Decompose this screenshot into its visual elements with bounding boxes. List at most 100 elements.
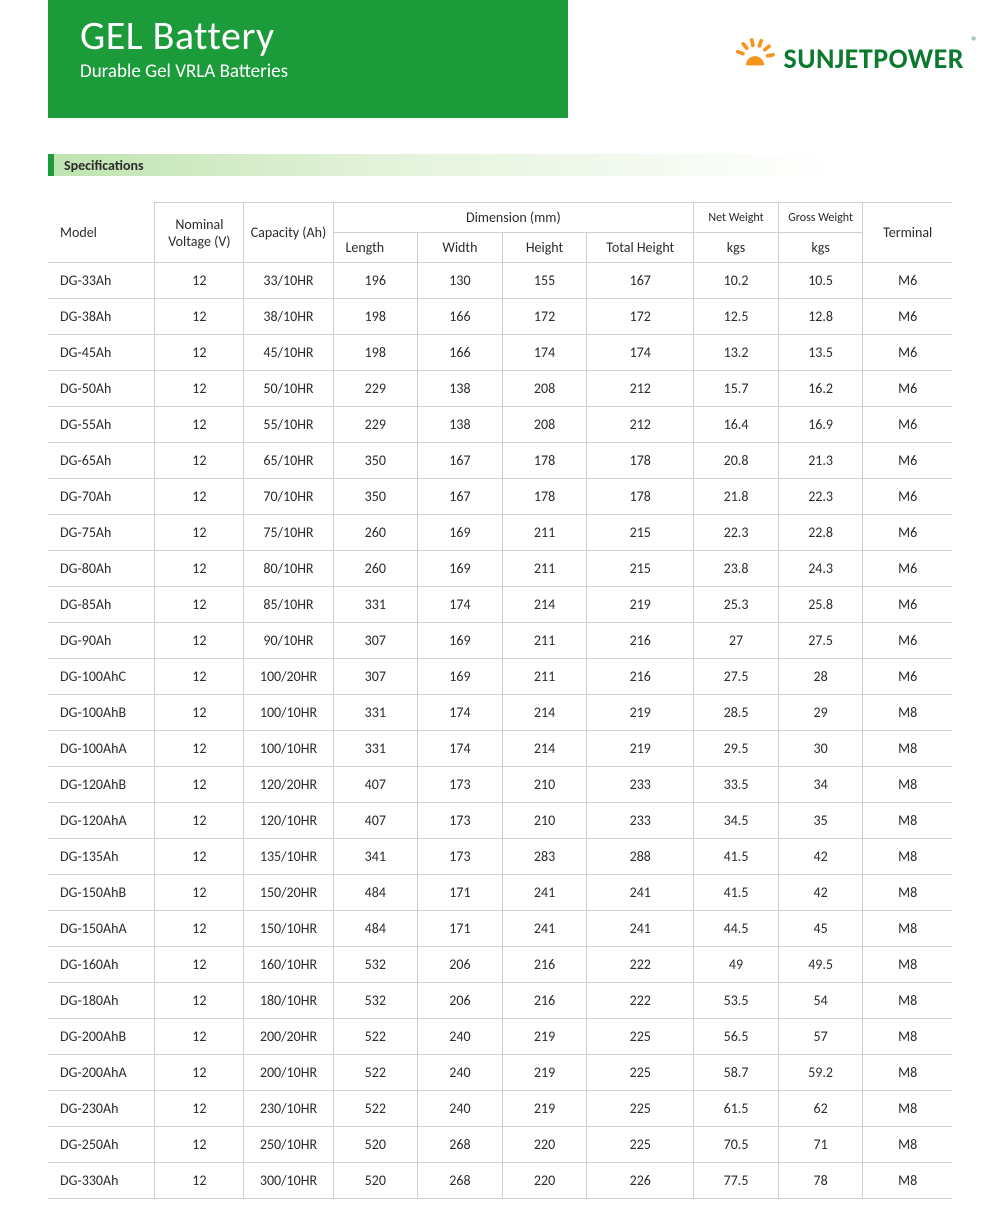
cell-gross-weight: 21.3 [778,443,863,479]
cell-capacity: 80/10HR [244,551,333,587]
cell-width: 268 [418,1163,503,1199]
cell-gross-weight: 29 [778,695,863,731]
cell-gross-weight: 16.2 [778,371,863,407]
col-gross-weight-unit: kgs [778,233,863,263]
cell-net-weight: 15.7 [694,371,779,407]
cell-width: 240 [418,1091,503,1127]
cell-capacity: 90/10HR [244,623,333,659]
cell-net-weight: 41.5 [694,875,779,911]
cell-capacity: 150/20HR [244,875,333,911]
cell-nominal-voltage: 12 [155,767,244,803]
cell-nominal-voltage: 12 [155,515,244,551]
cell-gross-weight: 35 [778,803,863,839]
cell-model: DG-160Ah [48,947,155,983]
cell-total-height: 288 [587,839,694,875]
cell-height: 283 [502,839,587,875]
cell-nominal-voltage: 12 [155,1055,244,1091]
cell-total-height: 167 [587,263,694,299]
cell-capacity: 300/10HR [244,1163,333,1199]
cell-width: 240 [418,1019,503,1055]
spec-table-wrap: Model Nominal Voltage (V) Capacity (Ah) … [48,202,952,1199]
table-row: DG-200AhB12200/20HR52224021922556.557M8 [48,1019,952,1055]
col-length: Length [333,233,418,263]
cell-width: 268 [418,1127,503,1163]
cell-gross-weight: 62 [778,1091,863,1127]
cell-gross-weight: 12.8 [778,299,863,335]
cell-length: 331 [333,695,418,731]
table-row: DG-33Ah1233/10HR19613015516710.210.5M6 [48,263,952,299]
cell-height: 208 [502,407,587,443]
cell-capacity: 200/20HR [244,1019,333,1055]
col-dimension-group: Dimension (mm) [333,203,694,233]
cell-total-height: 241 [587,875,694,911]
cell-gross-weight: 24.3 [778,551,863,587]
cell-total-height: 233 [587,767,694,803]
cell-length: 522 [333,1055,418,1091]
cell-terminal: M8 [863,983,952,1019]
cell-model: DG-55Ah [48,407,155,443]
cell-model: DG-250Ah [48,1127,155,1163]
cell-total-height: 172 [587,299,694,335]
cell-net-weight: 34.5 [694,803,779,839]
cell-height: 241 [502,875,587,911]
cell-height: 208 [502,371,587,407]
cell-total-height: 225 [587,1019,694,1055]
cell-capacity: 100/20HR [244,659,333,695]
cell-length: 307 [333,623,418,659]
section-header-row: Specifications [0,154,1000,176]
cell-gross-weight: 34 [778,767,863,803]
cell-nominal-voltage: 12 [155,1163,244,1199]
cell-height: 219 [502,1055,587,1091]
cell-terminal: M8 [863,803,952,839]
cell-total-height: 174 [587,335,694,371]
cell-net-weight: 58.7 [694,1055,779,1091]
cell-model: DG-45Ah [48,335,155,371]
spec-table-head: Model Nominal Voltage (V) Capacity (Ah) … [48,203,952,263]
cell-model: DG-100AhA [48,731,155,767]
cell-total-height: 219 [587,695,694,731]
cell-width: 169 [418,551,503,587]
cell-length: 522 [333,1091,418,1127]
cell-net-weight: 77.5 [694,1163,779,1199]
cell-length: 307 [333,659,418,695]
cell-height: 216 [502,947,587,983]
cell-terminal: M6 [863,299,952,335]
cell-length: 484 [333,875,418,911]
cell-net-weight: 41.5 [694,839,779,875]
cell-model: DG-70Ah [48,479,155,515]
cell-total-height: 212 [587,407,694,443]
table-row: DG-50Ah1250/10HR22913820821215.716.2M6 [48,371,952,407]
col-gross-weight: Gross Weight [778,203,863,233]
page-title: GEL Battery [80,14,536,58]
cell-capacity: 50/10HR [244,371,333,407]
cell-terminal: M8 [863,1091,952,1127]
cell-height: 220 [502,1127,587,1163]
cell-height: 214 [502,587,587,623]
cell-terminal: M8 [863,1019,952,1055]
cell-total-height: 225 [587,1127,694,1163]
cell-nominal-voltage: 12 [155,335,244,371]
cell-total-height: 216 [587,659,694,695]
cell-terminal: M8 [863,911,952,947]
cell-terminal: M8 [863,731,952,767]
cell-nominal-voltage: 12 [155,983,244,1019]
table-row: DG-55Ah1255/10HR22913820821216.416.9M6 [48,407,952,443]
cell-width: 169 [418,515,503,551]
cell-net-weight: 29.5 [694,731,779,767]
table-row: DG-100AhB12100/10HR33117421421928.529M8 [48,695,952,731]
col-width: Width [418,233,503,263]
cell-model: DG-150AhB [48,875,155,911]
cell-nominal-voltage: 12 [155,695,244,731]
table-row: DG-120AhB12120/20HR40717321023333.534M8 [48,767,952,803]
cell-capacity: 55/10HR [244,407,333,443]
cell-height: 219 [502,1019,587,1055]
cell-terminal: M8 [863,1055,952,1091]
cell-width: 167 [418,479,503,515]
cell-net-weight: 53.5 [694,983,779,1019]
cell-terminal: M6 [863,551,952,587]
cell-capacity: 180/10HR [244,983,333,1019]
cell-gross-weight: 78 [778,1163,863,1199]
cell-height: 178 [502,479,587,515]
table-row: DG-70Ah1270/10HR35016717817821.822.3M6 [48,479,952,515]
table-row: DG-100AhA12100/10HR33117421421929.530M8 [48,731,952,767]
